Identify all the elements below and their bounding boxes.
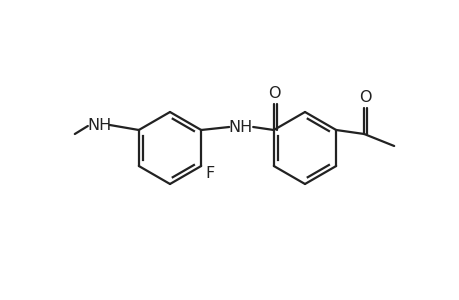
Text: F: F <box>205 167 214 182</box>
Text: NH: NH <box>88 118 112 133</box>
Text: O: O <box>358 89 370 104</box>
Text: NH: NH <box>228 119 252 134</box>
Text: O: O <box>268 85 280 100</box>
